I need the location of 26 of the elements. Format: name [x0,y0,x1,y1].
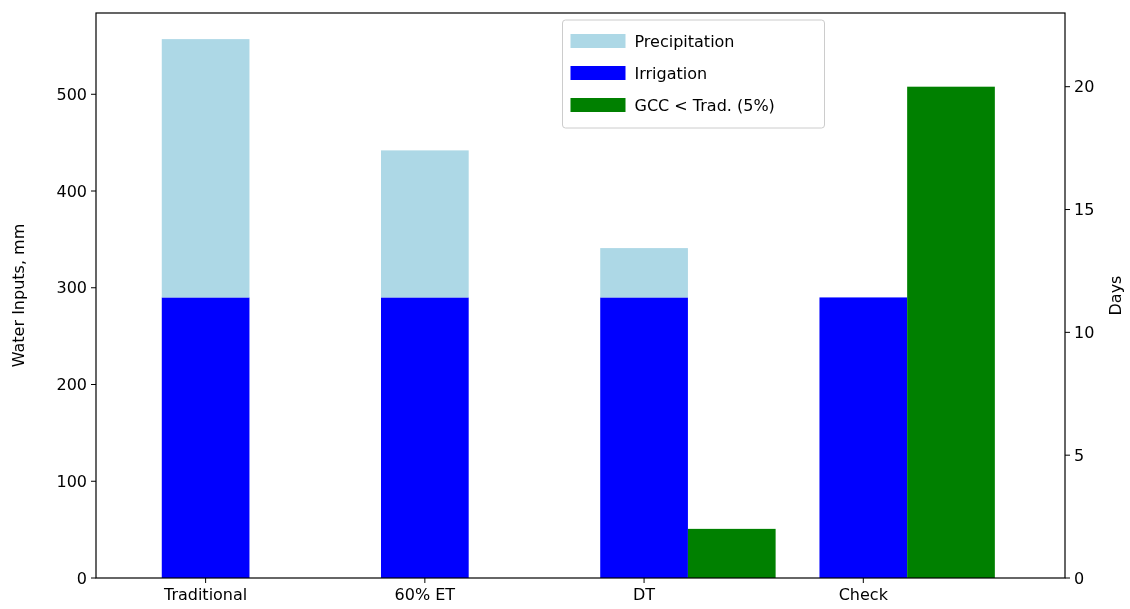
x-tick-label: Check [838,585,889,604]
y2-tick-label: 15 [1074,200,1095,220]
bar [161,297,250,578]
y2-axis-title: Days [1106,275,1125,316]
y2-tick-label: 5 [1074,445,1085,465]
y-axis-title: Water Inputs, mm [9,223,28,368]
x-tick-label: DT [633,585,656,604]
y2-tick-label: 10 [1074,322,1095,342]
bar [381,297,469,578]
y-tick-label: 100 [56,471,87,491]
bar [600,297,688,578]
y-tick-label: 0 [76,568,87,588]
legend-label: Precipitation [634,31,735,51]
y-tick-label: 300 [56,278,87,298]
bar [161,39,250,298]
bar [600,248,688,298]
bar [381,150,469,298]
y2-tick-label: 20 [1074,77,1095,97]
legend-label: Irrigation [634,63,708,83]
y-tick-label: 400 [56,181,87,201]
y-tick-label: 200 [56,375,87,395]
x-tick-label: Traditional [162,585,248,604]
y2-tick-label: 0 [1074,568,1085,588]
legend-label: GCC < Trad. (5%) [634,95,775,115]
y-tick-label: 500 [56,84,87,104]
x-tick-label: 60% ET [394,585,456,604]
